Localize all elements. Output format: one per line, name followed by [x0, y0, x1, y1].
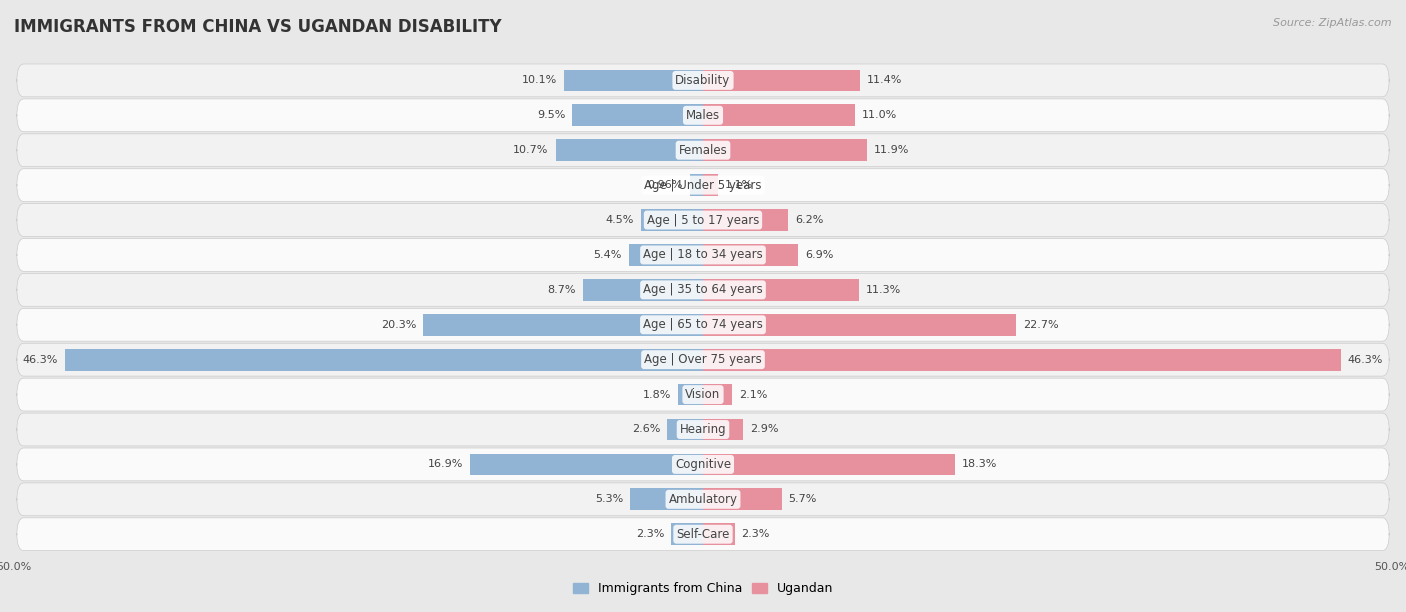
FancyBboxPatch shape — [17, 99, 1389, 132]
Text: 11.0%: 11.0% — [862, 110, 897, 121]
Text: Age | 18 to 34 years: Age | 18 to 34 years — [643, 248, 763, 261]
Bar — [703, 140, 868, 161]
Text: 2.3%: 2.3% — [636, 529, 665, 539]
Text: 6.2%: 6.2% — [796, 215, 824, 225]
Text: 8.7%: 8.7% — [548, 285, 576, 295]
Text: Age | 35 to 64 years: Age | 35 to 64 years — [643, 283, 763, 296]
Bar — [703, 488, 782, 510]
Text: Vision: Vision — [685, 388, 721, 401]
Text: 46.3%: 46.3% — [1348, 355, 1384, 365]
Bar — [703, 523, 735, 545]
FancyBboxPatch shape — [17, 483, 1389, 516]
Text: Age | 65 to 74 years: Age | 65 to 74 years — [643, 318, 763, 331]
Text: 2.9%: 2.9% — [749, 425, 779, 435]
FancyBboxPatch shape — [17, 308, 1389, 341]
Bar — [703, 279, 859, 300]
Legend: Immigrants from China, Ugandan: Immigrants from China, Ugandan — [568, 577, 838, 600]
Text: Ambulatory: Ambulatory — [668, 493, 738, 506]
Bar — [703, 453, 955, 476]
Bar — [703, 105, 855, 126]
Text: 2.1%: 2.1% — [738, 390, 768, 400]
Bar — [628, 244, 703, 266]
Text: Males: Males — [686, 109, 720, 122]
Text: 10.7%: 10.7% — [513, 145, 548, 155]
Bar — [703, 209, 789, 231]
Text: Self-Care: Self-Care — [676, 528, 730, 541]
FancyBboxPatch shape — [17, 413, 1389, 446]
FancyBboxPatch shape — [17, 343, 1389, 376]
Bar — [564, 70, 703, 91]
Text: Age | 5 to 17 years: Age | 5 to 17 years — [647, 214, 759, 226]
Text: 16.9%: 16.9% — [427, 460, 463, 469]
Bar — [703, 174, 718, 196]
Text: IMMIGRANTS FROM CHINA VS UGANDAN DISABILITY: IMMIGRANTS FROM CHINA VS UGANDAN DISABIL… — [14, 18, 502, 36]
Bar — [703, 314, 1015, 335]
Text: 22.7%: 22.7% — [1022, 319, 1059, 330]
Bar — [703, 244, 799, 266]
Bar — [703, 384, 733, 405]
Text: 18.3%: 18.3% — [962, 460, 997, 469]
Text: Source: ZipAtlas.com: Source: ZipAtlas.com — [1274, 18, 1392, 28]
Text: 4.5%: 4.5% — [606, 215, 634, 225]
Bar — [703, 419, 742, 440]
Text: 11.4%: 11.4% — [868, 75, 903, 86]
Text: 5.7%: 5.7% — [789, 494, 817, 504]
Bar — [423, 314, 703, 335]
Text: 9.5%: 9.5% — [537, 110, 565, 121]
Text: 0.96%: 0.96% — [648, 180, 683, 190]
Text: Hearing: Hearing — [679, 423, 727, 436]
Text: Age | Over 75 years: Age | Over 75 years — [644, 353, 762, 366]
Text: Age | Under 5 years: Age | Under 5 years — [644, 179, 762, 192]
Bar — [572, 105, 703, 126]
FancyBboxPatch shape — [17, 134, 1389, 166]
Bar — [65, 349, 703, 370]
Text: Disability: Disability — [675, 74, 731, 87]
FancyBboxPatch shape — [17, 274, 1389, 306]
Text: 2.6%: 2.6% — [631, 425, 661, 435]
Text: 6.9%: 6.9% — [806, 250, 834, 260]
Text: 10.1%: 10.1% — [522, 75, 557, 86]
Text: 2.3%: 2.3% — [741, 529, 770, 539]
FancyBboxPatch shape — [17, 204, 1389, 236]
Text: Females: Females — [679, 144, 727, 157]
Bar — [641, 209, 703, 231]
Text: Cognitive: Cognitive — [675, 458, 731, 471]
Bar — [703, 70, 860, 91]
Bar — [555, 140, 703, 161]
Bar — [470, 453, 703, 476]
Text: 20.3%: 20.3% — [381, 319, 416, 330]
Text: 5.3%: 5.3% — [595, 494, 623, 504]
Bar — [583, 279, 703, 300]
FancyBboxPatch shape — [17, 64, 1389, 97]
FancyBboxPatch shape — [17, 518, 1389, 551]
FancyBboxPatch shape — [17, 239, 1389, 271]
FancyBboxPatch shape — [17, 378, 1389, 411]
Bar — [668, 419, 703, 440]
Bar — [678, 384, 703, 405]
Text: 11.3%: 11.3% — [866, 285, 901, 295]
Bar — [630, 488, 703, 510]
Text: 5.4%: 5.4% — [593, 250, 621, 260]
Text: 1.8%: 1.8% — [643, 390, 671, 400]
Text: 11.9%: 11.9% — [875, 145, 910, 155]
FancyBboxPatch shape — [17, 169, 1389, 201]
Text: 46.3%: 46.3% — [22, 355, 58, 365]
Bar — [671, 523, 703, 545]
FancyBboxPatch shape — [17, 448, 1389, 481]
Text: 1.1%: 1.1% — [725, 180, 754, 190]
Bar — [690, 174, 703, 196]
Bar — [703, 349, 1341, 370]
